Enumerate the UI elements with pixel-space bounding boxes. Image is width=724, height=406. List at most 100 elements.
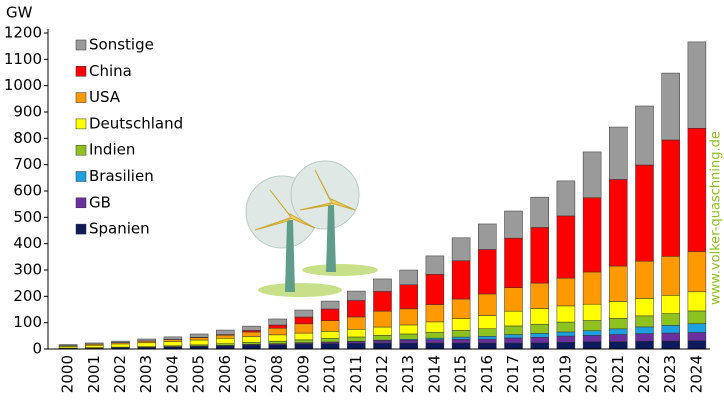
bar-segment <box>635 298 654 317</box>
bar-segment <box>347 290 366 301</box>
bar-segment <box>85 345 104 348</box>
y-tick-label: 1000 <box>4 76 42 94</box>
x-tick-label: 2008 <box>268 355 286 393</box>
legend-swatch <box>75 171 87 182</box>
y-tick-label: 200 <box>13 287 42 305</box>
bar-segment <box>556 321 576 333</box>
bar-segment <box>556 215 576 279</box>
bar-segment <box>504 337 523 344</box>
bar-segment <box>609 179 628 267</box>
bar-segment <box>111 340 130 343</box>
bar-segment <box>687 291 707 312</box>
bar-segment <box>451 330 471 338</box>
bar-segment <box>399 269 418 286</box>
legend-swatch <box>75 39 87 51</box>
bar-segment <box>504 237 523 288</box>
bar-segment <box>451 339 471 344</box>
bar-segment <box>451 237 471 261</box>
x-tick-label: 2010 <box>321 355 339 393</box>
bar-segment <box>556 331 576 337</box>
bar-segment <box>582 330 602 336</box>
bar-segment <box>661 313 680 326</box>
bar-segment <box>294 339 314 343</box>
bar-segment <box>582 341 602 350</box>
bar-segment <box>268 344 287 350</box>
bar-segment <box>425 339 445 344</box>
legend-label: China <box>89 62 132 80</box>
bar-segment <box>504 310 523 327</box>
y-tick-label: 700 <box>13 155 42 173</box>
bar-segment <box>609 265 628 302</box>
bar-segment <box>85 342 104 345</box>
legend-swatch <box>75 144 87 156</box>
bar-segment <box>216 338 235 344</box>
x-tick-label: 2009 <box>294 355 312 393</box>
bar-segment <box>582 197 602 273</box>
bar-segment <box>582 151 602 198</box>
bar-segment <box>137 338 156 342</box>
bar-segment <box>137 342 156 347</box>
y-tick-label: 500 <box>13 208 42 226</box>
y-tick-label: 0 <box>32 340 42 358</box>
bar-segment <box>687 128 707 252</box>
bar-segment <box>242 325 261 331</box>
bar-segment <box>320 308 340 321</box>
legend-swatch <box>75 223 87 235</box>
bar-segment <box>294 316 314 325</box>
x-tick-label: 2016 <box>478 355 496 393</box>
y-tick-label: 1100 <box>4 50 42 68</box>
bar-segment <box>425 274 445 305</box>
bar-segment <box>478 336 497 340</box>
bar-segment <box>478 223 497 250</box>
bar-segment <box>189 333 209 338</box>
bar-segment <box>373 335 392 341</box>
bar-segment <box>530 333 549 338</box>
bar-segment <box>294 323 314 334</box>
x-tick-label: 2006 <box>216 355 234 393</box>
bar-segment <box>478 249 497 295</box>
bar-segment <box>661 295 680 314</box>
x-tick-label: 2013 <box>399 355 417 393</box>
bar-segment <box>373 310 392 328</box>
bar-segment <box>320 320 340 332</box>
bar-segment <box>556 341 576 350</box>
bar-segment <box>242 342 261 345</box>
x-tick-label: 2022 <box>635 355 653 393</box>
bar-segment <box>478 315 497 329</box>
legend-label: Deutschland <box>89 114 183 132</box>
bar-segment <box>320 331 340 339</box>
x-tick-label: 2004 <box>163 355 181 393</box>
bar-segment <box>530 227 549 284</box>
bar-segment <box>347 343 366 350</box>
bar-segment <box>268 327 287 336</box>
bar-segment <box>687 323 707 333</box>
x-tick-label: 2017 <box>504 355 522 393</box>
bar-segment <box>504 210 523 239</box>
bar-segment <box>163 339 183 342</box>
x-tick-label: 2018 <box>530 355 548 393</box>
bar-segment <box>216 334 235 339</box>
x-tick-label: 2024 <box>687 355 705 393</box>
bar-segment <box>373 342 392 350</box>
bar-segment <box>609 301 628 319</box>
bar-segment <box>189 337 209 341</box>
bar-segment <box>661 332 680 342</box>
bar-segment <box>425 255 445 275</box>
bar-segment <box>582 335 602 343</box>
bar-segment <box>530 323 549 334</box>
bar-segment <box>687 340 707 350</box>
x-tick-label: 2020 <box>583 355 601 393</box>
x-tick-label: 2012 <box>373 355 391 393</box>
bar-segment <box>609 318 628 330</box>
bar-segment <box>609 341 628 350</box>
bar-segment <box>347 336 366 342</box>
bar-segment <box>216 329 235 335</box>
bar-segment <box>294 309 314 318</box>
x-tick-label: 2007 <box>242 355 260 393</box>
y-tick-label: 900 <box>13 103 42 121</box>
bar-segment <box>320 338 340 343</box>
bar-segment <box>635 326 654 334</box>
bar-segment <box>687 310 707 324</box>
bar-segment <box>294 332 314 341</box>
bar-segment <box>530 308 549 325</box>
